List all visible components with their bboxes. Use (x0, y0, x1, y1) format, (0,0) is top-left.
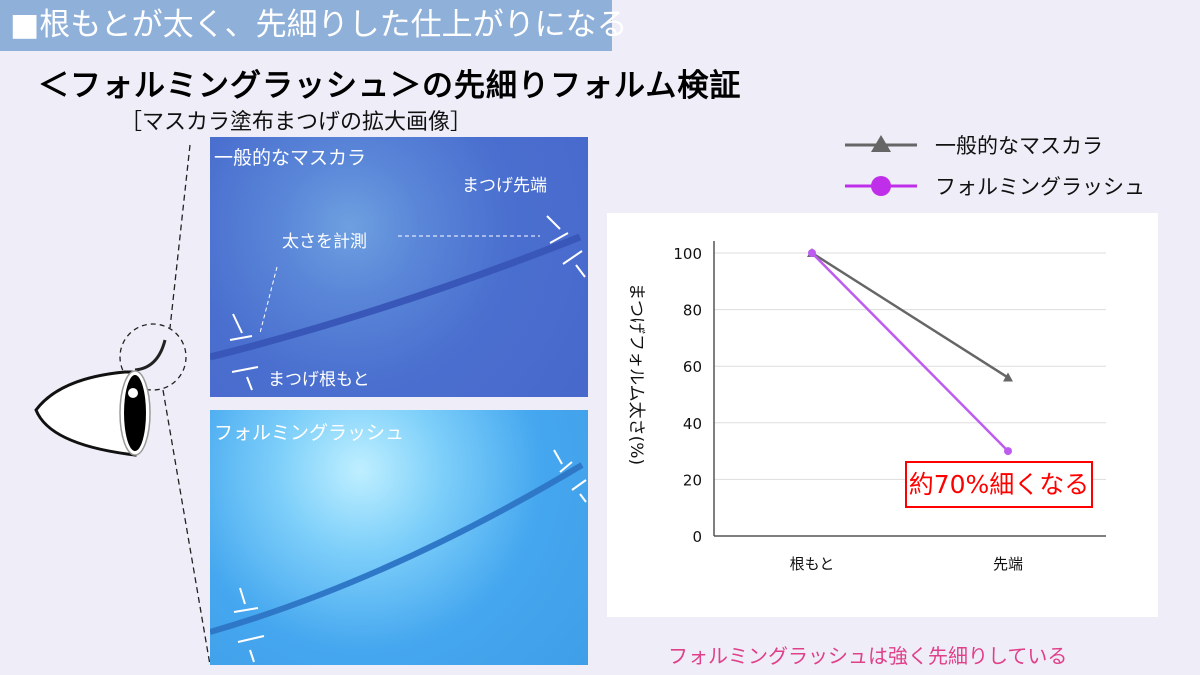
photo-label-forming: フォルミングラッシュ (214, 422, 405, 444)
eyelash-graphic (210, 215, 586, 391)
data-point (1004, 447, 1012, 456)
series-line-0 (811, 251, 1009, 379)
image-caption: ［マスカラ塗布まつげの拡大画像］ (120, 110, 473, 135)
conclusion-note: フォルミングラッシュは強く先細りしている (668, 644, 1068, 668)
root-label: まつげ根もと (268, 370, 370, 390)
triangle-marker-icon (845, 135, 917, 152)
x-tick-label: 先端 (993, 555, 1023, 573)
reduction-callout: 約70%細くなる (905, 461, 1093, 508)
photo-forming-lash: フォルミングラッシュ (210, 410, 588, 665)
legend-item-regular: 一般的なマスカラ (845, 130, 1103, 160)
photo-regular-mascara: 一般的なマスカラ まつげ先端 太さを計測 まつげ根もと (210, 137, 588, 397)
circle-marker-icon (845, 176, 917, 196)
chart-panel: 0 20 40 60 80 100 根もと 先端 まつげフォルム太さ(%) (607, 213, 1158, 617)
x-tick-label: 根もと (790, 555, 835, 573)
data-point (808, 249, 816, 257)
y-tick-label: 40 (683, 415, 702, 433)
y-axis-label: まつげフォルム太さ(%) (626, 283, 646, 465)
legend-item-forming: フォルミングラッシュ (845, 171, 1145, 201)
y-tick-label: 20 (683, 471, 702, 489)
y-tick-label: 60 (683, 358, 702, 376)
measure-label: 太さを計測 (282, 232, 367, 252)
tip-label: まつげ先端 (462, 176, 547, 196)
page-title: ＜フォルミングラッシュ＞の先細りフォルム検証 (38, 68, 742, 104)
line-chart: 0 20 40 60 80 100 根もと 先端 まつげフォルム太さ(%) (626, 241, 1106, 573)
series-line-1 (811, 252, 1009, 452)
section-banner: ■根もとが太く、先細りした仕上がりになる (0, 0, 628, 51)
eyelash-graphic (210, 449, 587, 663)
y-tick-label: 80 (683, 302, 702, 320)
y-tick-label: 100 (673, 245, 702, 263)
y-tick-label: 0 (692, 528, 702, 546)
eye-illustration (34, 144, 211, 666)
photo-label-regular: 一般的なマスカラ (214, 147, 367, 169)
data-point (1003, 372, 1013, 382)
